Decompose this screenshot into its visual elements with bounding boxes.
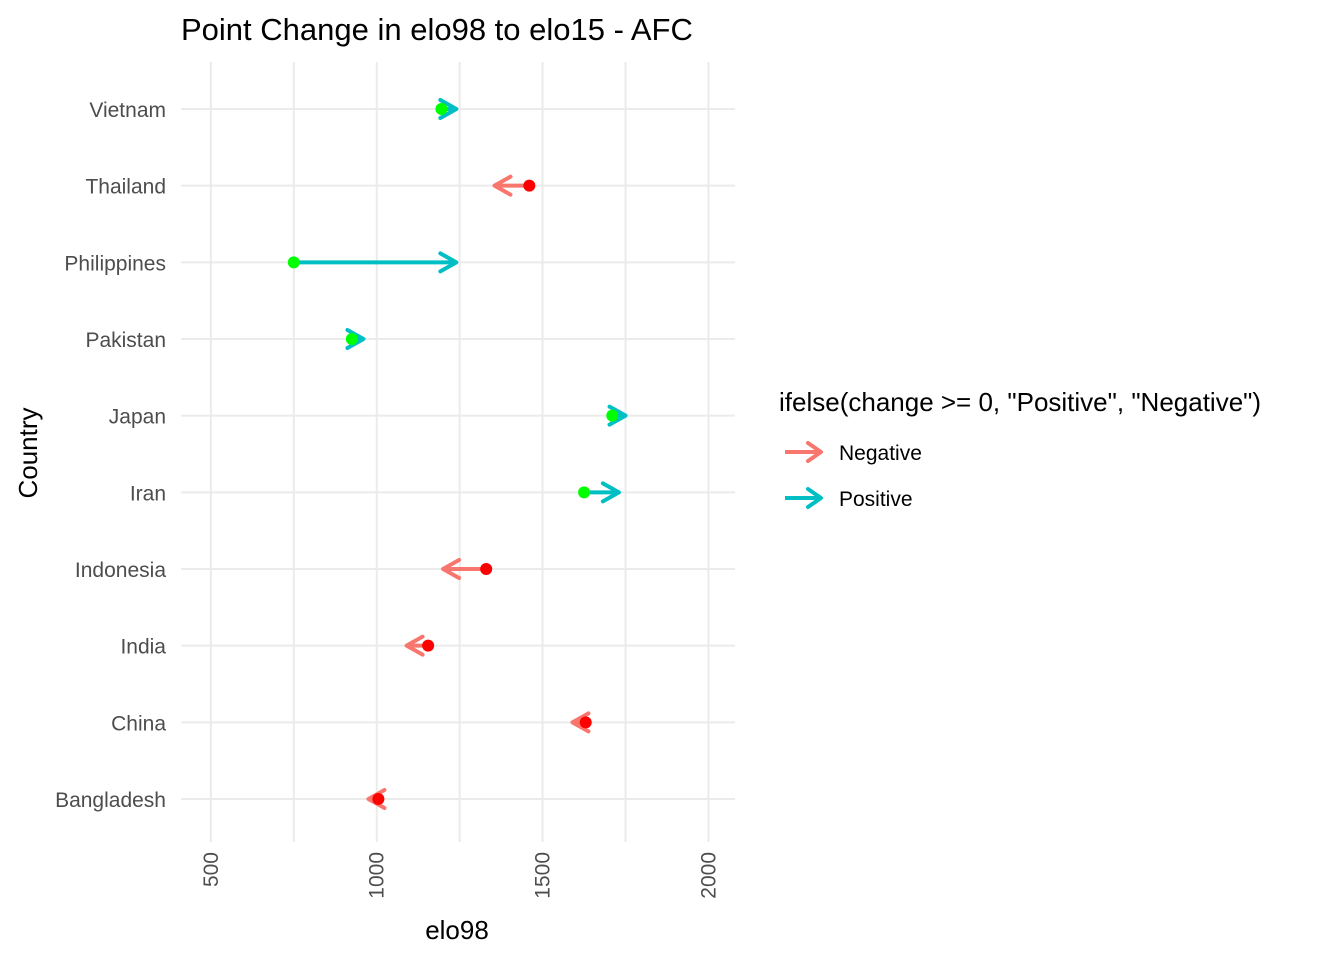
y-tick-labels: Vietnam Thailand Philippines Pakistan Japan I… <box>55 99 166 812</box>
y-tick-label: Iran <box>130 482 166 505</box>
y-tick-label: Vietnam <box>89 99 166 122</box>
x-tick-label: 2000 <box>697 852 720 899</box>
arrow-head <box>441 558 462 580</box>
legend: ifelse(change >= 0, "Positive", "Negativ… <box>779 387 1261 511</box>
y-tick-label: Bangladesh <box>55 789 166 812</box>
point-elo98 <box>480 563 493 575</box>
arrow-head <box>492 174 513 197</box>
x-tick-labels: 500 1000 1500 2000 <box>200 852 721 899</box>
point-elo98 <box>606 409 619 422</box>
legend-key-arrowhead <box>806 487 823 509</box>
x-axis-title: elo98 <box>425 915 489 945</box>
y-tick-label: China <box>111 712 166 735</box>
arrow-head <box>366 788 387 810</box>
y-axis-title: Country <box>13 407 43 498</box>
x-tick-label: 1000 <box>366 852 389 899</box>
point-elo98 <box>422 639 435 652</box>
point-elo98 <box>578 486 591 499</box>
arrow-head <box>600 481 621 504</box>
y-tick-label: Indonesia <box>75 559 166 582</box>
point-elo98 <box>287 256 300 269</box>
arrow-head <box>438 98 459 120</box>
point-elo98 <box>435 103 448 115</box>
arrow-head <box>570 711 591 734</box>
legend-label: Negative <box>839 442 922 465</box>
x-tick-label: 1500 <box>532 852 555 899</box>
arrow-head <box>345 328 366 350</box>
gridlines <box>181 62 735 842</box>
point-elo98 <box>345 333 358 345</box>
arrow-head <box>404 634 425 657</box>
point-elo98 <box>372 793 385 805</box>
arrow-head <box>607 404 628 427</box>
legend-title: ifelse(change >= 0, "Positive", "Negativ… <box>779 387 1261 417</box>
data-marks <box>287 98 628 810</box>
arrow-head <box>438 251 459 274</box>
legend-key-arrowhead <box>806 441 823 463</box>
y-tick-label: Japan <box>109 406 166 429</box>
point-elo98 <box>523 179 536 192</box>
chart-title: Point Change in elo98 to elo15 - AFC <box>181 12 693 47</box>
point-elo98 <box>579 716 592 729</box>
y-tick-label: Pakistan <box>85 329 166 352</box>
y-tick-label: Philippines <box>64 252 166 275</box>
legend-label: Positive <box>839 488 913 511</box>
x-tick-label: 500 <box>200 852 223 887</box>
y-tick-label: India <box>120 636 166 659</box>
y-tick-label: Thailand <box>85 176 166 199</box>
